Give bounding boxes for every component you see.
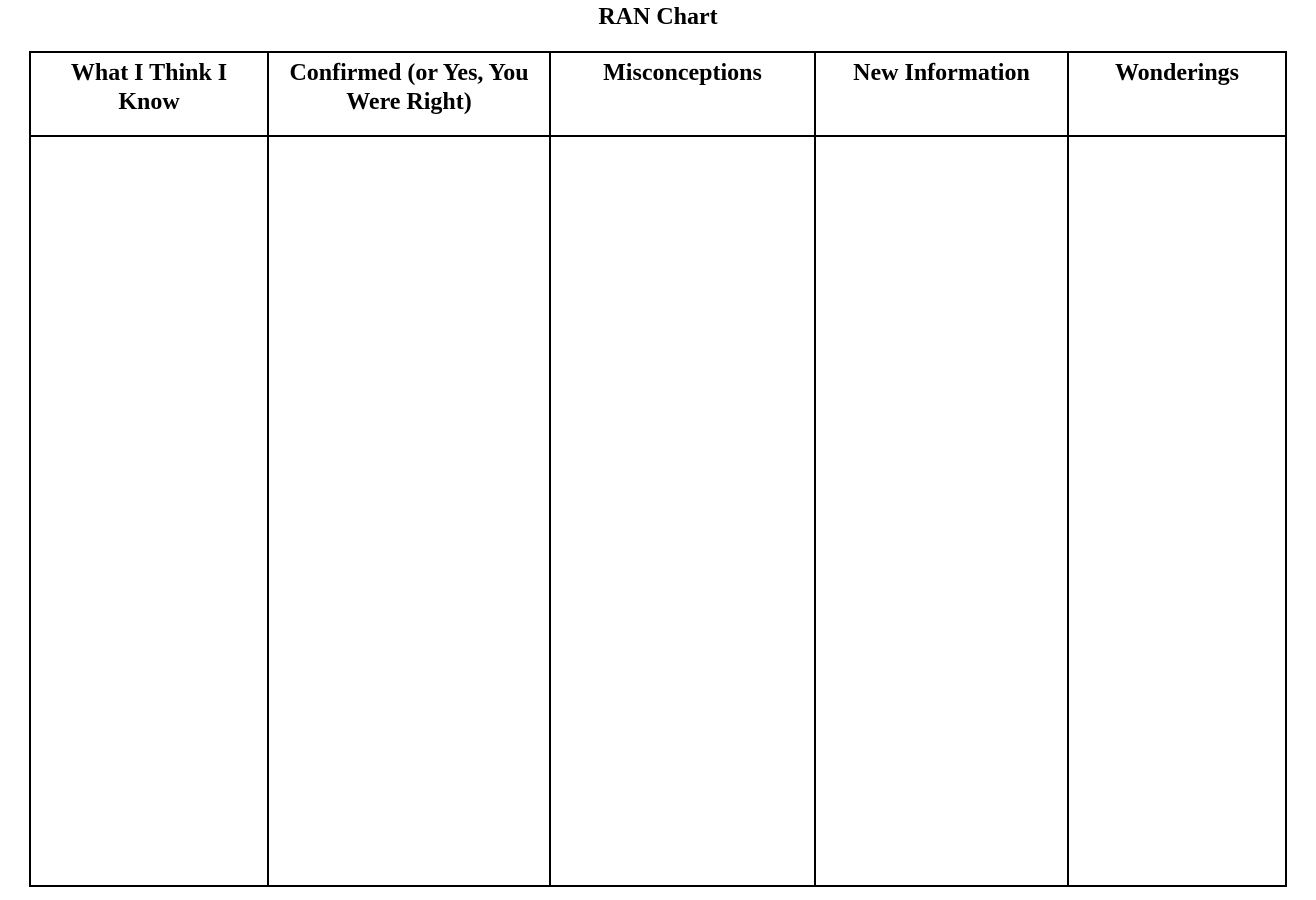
column-header-confirmed: Confirmed (or Yes, You Were Right) [268,52,550,136]
cell-misconceptions [550,136,815,886]
column-header-misconceptions: Misconceptions [550,52,815,136]
column-header-wonderings: Wonderings [1068,52,1286,136]
table-header-row: What I Think I Know Confirmed (or Yes, Y… [30,52,1286,136]
table-row [30,136,1286,886]
cell-confirmed [268,136,550,886]
page-title: RAN Chart [0,0,1316,51]
column-header-what-i-think-i-know: What I Think I Know [30,52,268,136]
cell-what-i-think-i-know [30,136,268,886]
column-header-new-information: New Information [815,52,1068,136]
cell-wonderings [1068,136,1286,886]
ran-chart-table: What I Think I Know Confirmed (or Yes, Y… [29,51,1287,887]
cell-new-information [815,136,1068,886]
